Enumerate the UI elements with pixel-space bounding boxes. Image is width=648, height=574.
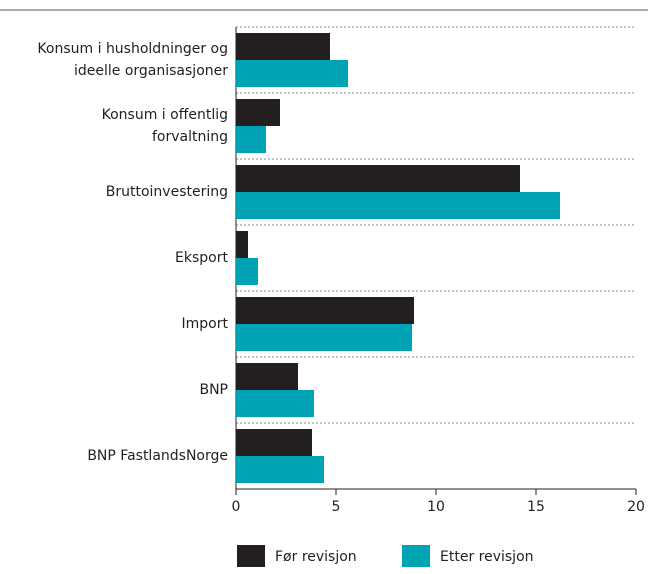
y-tick-label: BNP FastlandsNorge <box>87 448 228 464</box>
bar <box>236 33 330 60</box>
bar <box>236 192 560 219</box>
y-tick-label: ideelle organisasjoner <box>74 63 228 79</box>
legend-swatch <box>237 545 265 567</box>
x-tick-label: 0 <box>232 499 241 515</box>
x-tick-label: 15 <box>527 499 545 515</box>
bar <box>236 390 314 417</box>
y-tick-label: Konsum i offentlig <box>102 107 228 123</box>
x-tick-label: 10 <box>427 499 445 515</box>
legend-label: Før revisjon <box>275 549 357 565</box>
bar <box>236 297 414 324</box>
legend-swatch <box>402 545 430 567</box>
bar <box>236 429 312 456</box>
y-tick-label: Import <box>182 316 229 332</box>
y-tick-label: Eksport <box>175 250 228 266</box>
y-tick-label: Bruttoinvestering <box>106 184 228 200</box>
y-tick-label: BNP <box>199 382 228 398</box>
bar <box>236 231 248 258</box>
y-tick-label: forvaltning <box>152 129 228 145</box>
bar <box>236 60 348 87</box>
legend-label: Etter revisjon <box>440 549 534 565</box>
bar <box>236 258 258 285</box>
bar <box>236 456 324 483</box>
bar <box>236 126 266 153</box>
bar <box>236 324 412 351</box>
bar <box>236 165 520 192</box>
x-tick-label: 5 <box>332 499 341 515</box>
x-tick-label: 20 <box>627 499 645 515</box>
bar <box>236 363 298 390</box>
y-tick-label: Konsum i husholdninger og <box>37 41 228 57</box>
bar <box>236 99 280 126</box>
